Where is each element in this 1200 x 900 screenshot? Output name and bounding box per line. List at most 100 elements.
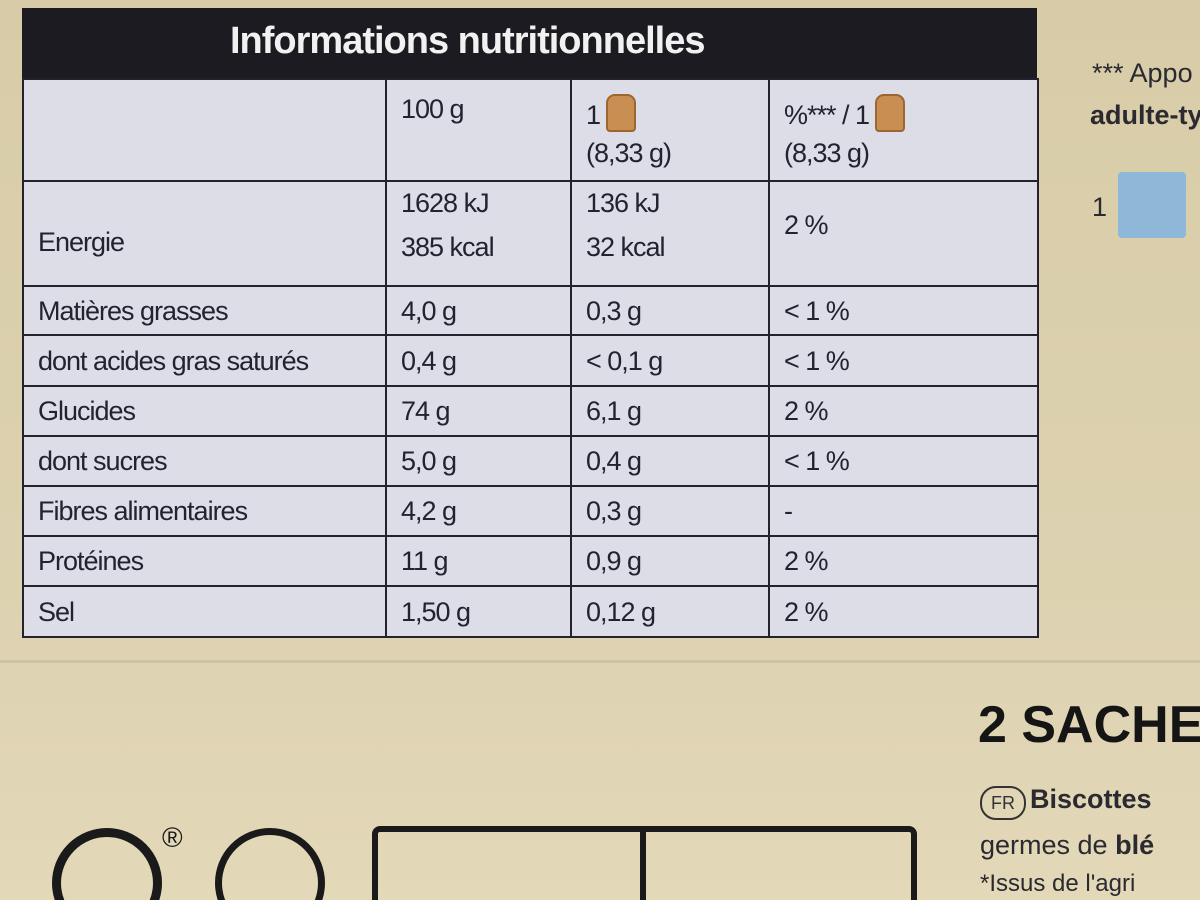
- cell-text: 2 %: [784, 396, 829, 427]
- cell-text: 6,1 g: [586, 396, 642, 427]
- cell-text: (8,33 g): [586, 138, 672, 169]
- table-cell: 2 %: [768, 385, 1039, 437]
- product-name: Biscottes: [1030, 784, 1152, 814]
- table-cell: 4,2 g: [385, 485, 572, 537]
- table-cell: 4,0 g: [385, 285, 572, 336]
- note-line: *** Appo: [1092, 58, 1193, 88]
- description: germes de blé: [980, 830, 1154, 861]
- table-cell: 74 g: [385, 385, 572, 437]
- table-cell: 11 g: [385, 535, 572, 587]
- table-cell: 2 %: [768, 585, 1039, 638]
- table-cell: [22, 78, 387, 182]
- cell-text-value: 32 kcal: [586, 232, 666, 262]
- cell-text-value: 2 %: [784, 596, 829, 627]
- cell-text-value: dont acides gras saturés: [38, 345, 309, 376]
- cell-text-value: 0,9 g: [586, 546, 642, 576]
- table-cell: 1,50 g: [385, 585, 572, 638]
- cell-text: (8,33 g): [784, 138, 870, 169]
- note-line: adulte-ty: [1090, 100, 1200, 130]
- table-cell: dont acides gras saturés: [22, 334, 387, 387]
- cell-text-value: 1628 kJ: [401, 188, 490, 218]
- green-dot-logo: [52, 828, 162, 900]
- table-cell: < 1 %: [768, 334, 1039, 387]
- cell-text: 2 %: [784, 546, 829, 577]
- table-cell: 6,1 g: [570, 385, 770, 437]
- cell-text-value: 2 %: [784, 396, 829, 426]
- cell-text-value: Energie: [38, 226, 125, 257]
- cell-text-value: 136 kJ: [586, 188, 661, 218]
- description-bold: blé: [1115, 830, 1155, 860]
- cell-text-value: 0,12 g: [586, 596, 656, 627]
- cell-text-value: 74 g: [401, 396, 451, 426]
- table-cell: -: [768, 485, 1039, 537]
- cell-text: Protéines: [38, 546, 144, 577]
- cell-text: 0,3 g: [586, 295, 642, 327]
- table-cell: 2 %: [768, 180, 1039, 287]
- fold-line: [0, 660, 1200, 663]
- cell-text-value: 0,4 g: [586, 446, 642, 476]
- cell-text-value: Sel: [38, 596, 75, 627]
- cell-text: 2 %: [784, 596, 829, 628]
- cell-text-value: < 0,1 g: [586, 345, 663, 376]
- cell-text-value: 0,4 g: [401, 345, 457, 376]
- cell-text: Glucides: [38, 396, 136, 427]
- registered-mark: ®: [162, 822, 183, 853]
- cell-text: < 1 %: [784, 295, 850, 327]
- cell-text: dont sucres: [38, 446, 168, 477]
- table-cell: Matières grasses: [22, 285, 387, 336]
- cell-text: 2 %: [784, 210, 829, 241]
- cell-text-value: 11 g: [401, 546, 449, 576]
- cell-text: 32 kcal: [586, 232, 666, 263]
- toast-icon: [606, 94, 637, 132]
- table-cell: < 1 %: [768, 285, 1039, 336]
- cell-text: 136 kJ: [586, 188, 661, 219]
- cell-text-value: 1: [586, 100, 601, 130]
- cell-text-value: < 1 %: [784, 446, 850, 476]
- cell-text-value: 0,3 g: [586, 496, 642, 526]
- cell-text: 5,0 g: [401, 446, 457, 477]
- cell-text-value: Glucides: [38, 396, 136, 426]
- cell-text-value: (8,33 g): [586, 138, 672, 168]
- cell-text-value: 100 g: [401, 94, 465, 124]
- cell-text-value: 2 %: [784, 546, 829, 576]
- cell-text-value: 0,3 g: [586, 295, 642, 326]
- cell-text: Fibres alimentaires: [38, 496, 248, 527]
- cell-text: 0,3 g: [586, 496, 642, 527]
- cell-text-value: 1,50 g: [401, 596, 471, 627]
- table-cell: dont sucres: [22, 435, 387, 487]
- cell-text: %*** / 1: [784, 94, 906, 132]
- cell-text: Energie: [38, 226, 125, 258]
- table-cell: 100 g: [385, 78, 572, 182]
- cell-text: 1: [586, 94, 637, 132]
- table-cell: Energie: [22, 180, 387, 287]
- table-cell: 1 (8,33 g): [570, 78, 770, 182]
- cell-text: 0,9 g: [586, 546, 642, 577]
- cell-text: Sel: [38, 596, 75, 628]
- cell-text-value: Matières grasses: [38, 295, 229, 326]
- cell-text-value: %*** / 1: [784, 100, 870, 130]
- table-cell: 136 kJ 32 kcal: [570, 180, 770, 287]
- cell-text-value: 5,0 g: [401, 446, 457, 476]
- table-cell: 5,0 g: [385, 435, 572, 487]
- title-bar: [22, 8, 1037, 78]
- cell-text-value: dont sucres: [38, 446, 168, 476]
- cell-text: -: [784, 496, 793, 527]
- toast-icon: [875, 94, 906, 132]
- table-cell: 0,12 g: [570, 585, 770, 638]
- cell-text: < 1 %: [784, 346, 850, 377]
- tidyman-logo: [215, 828, 325, 900]
- table-cell: %*** / 1 (8,33 g): [768, 78, 1039, 182]
- cell-text: 1,50 g: [401, 596, 471, 628]
- cell-text-value: 6,1 g: [586, 396, 642, 426]
- cell-text-value: 385 kcal: [401, 232, 495, 262]
- cell-text: < 0,1 g: [586, 345, 663, 377]
- cell-text-value: < 1 %: [784, 295, 850, 326]
- recycling-divider: [640, 826, 646, 900]
- table-cell: 1628 kJ 385 kcal: [385, 180, 572, 287]
- cell-text: 11 g: [401, 546, 449, 577]
- table-cell: Glucides: [22, 385, 387, 437]
- cell-text: < 1 %: [784, 446, 850, 477]
- table-cell: 0,4 g: [385, 334, 572, 387]
- table-cell: 2 %: [768, 535, 1039, 587]
